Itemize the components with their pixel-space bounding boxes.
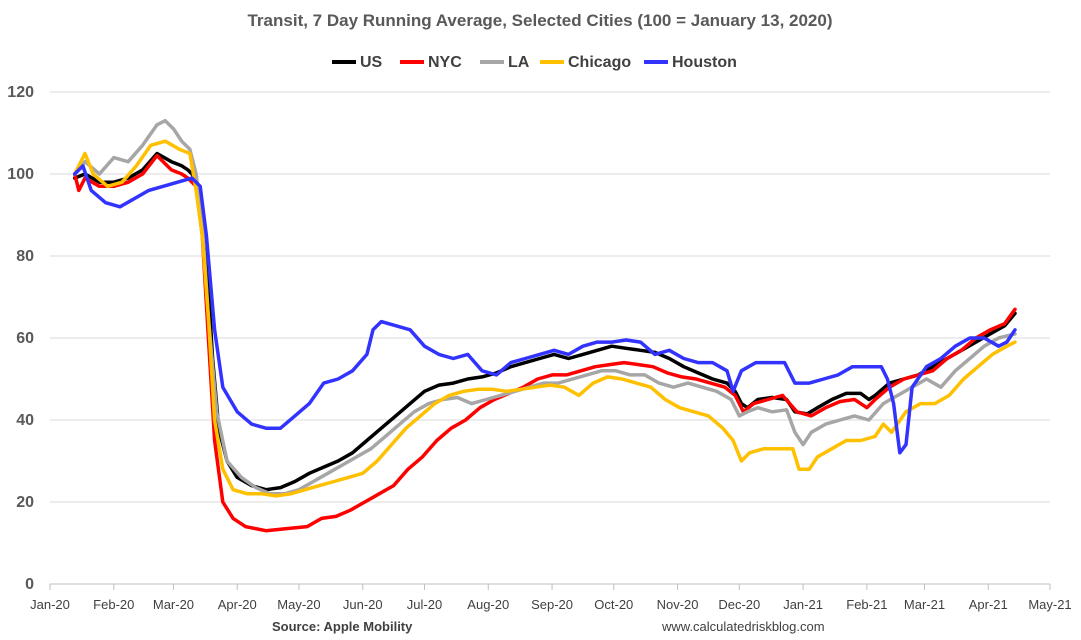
y-tick-label: 0 bbox=[25, 576, 34, 593]
website-note: www.calculatedriskblog.com bbox=[661, 619, 825, 634]
y-tick-label: 120 bbox=[7, 84, 34, 101]
x-tick-label: Jan-21 bbox=[783, 597, 823, 612]
x-tick-label: Nov-20 bbox=[657, 597, 699, 612]
x-tick-label: Feb-21 bbox=[846, 597, 887, 612]
series-line-chicago bbox=[72, 139, 1017, 498]
x-tick-label: Jan-20 bbox=[30, 597, 70, 612]
legend-label: LA bbox=[508, 54, 530, 71]
x-tick-label: Jul-20 bbox=[407, 597, 442, 612]
y-axis: 0 20 40 60 80 100 120 bbox=[7, 84, 34, 593]
y-tick-label: 40 bbox=[16, 412, 34, 429]
series-lines bbox=[72, 118, 1017, 533]
legend-label: US bbox=[360, 54, 383, 71]
x-tick-label: Sep-20 bbox=[531, 597, 573, 612]
x-tick-label: Apr-21 bbox=[969, 597, 1008, 612]
x-axis: Jan-20 Feb-20 Mar-20 Apr-20 May-20 Jun-20 Jul-… bbox=[30, 583, 1072, 612]
chart-title: Transit, 7 Day Running Average, Selected… bbox=[247, 11, 832, 30]
x-tick-label: Dec-20 bbox=[718, 597, 760, 612]
source-note: Source: Apple Mobility bbox=[272, 619, 413, 634]
x-tick-label: May-20 bbox=[277, 597, 320, 612]
x-tick-label: Oct-20 bbox=[594, 597, 633, 612]
y-tick-label: 20 bbox=[16, 494, 34, 511]
y-tick-label: 60 bbox=[16, 330, 34, 347]
legend-label: Houston bbox=[672, 54, 737, 71]
legend-label: Chicago bbox=[568, 54, 631, 71]
legend-label: NYC bbox=[428, 54, 462, 71]
chart-legend: US NYC LA Chicago Houston bbox=[332, 54, 737, 71]
x-tick-label: Mar-20 bbox=[153, 597, 194, 612]
y-tick-label: 100 bbox=[7, 166, 34, 183]
series-line-houston bbox=[72, 164, 1017, 455]
x-tick-label: May-21 bbox=[1028, 597, 1071, 612]
y-tick-label: 80 bbox=[16, 248, 34, 265]
x-tick-label: Mar-21 bbox=[904, 597, 945, 612]
x-tick-label: Feb-20 bbox=[93, 597, 134, 612]
x-tick-label: Aug-20 bbox=[467, 597, 509, 612]
x-tick-label: Jun-20 bbox=[343, 597, 383, 612]
x-tick-label: Apr-20 bbox=[218, 597, 257, 612]
